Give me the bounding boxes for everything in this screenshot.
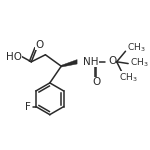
Text: O: O <box>92 77 101 87</box>
Text: F: F <box>25 102 31 112</box>
Text: CH$_3$: CH$_3$ <box>130 56 148 69</box>
Text: HO: HO <box>6 51 22 61</box>
Text: NH: NH <box>83 57 99 67</box>
Text: CH$_3$: CH$_3$ <box>119 71 138 84</box>
Text: CH$_3$: CH$_3$ <box>127 41 146 54</box>
Text: O: O <box>35 40 43 50</box>
Polygon shape <box>61 60 77 67</box>
Text: O: O <box>108 56 116 66</box>
